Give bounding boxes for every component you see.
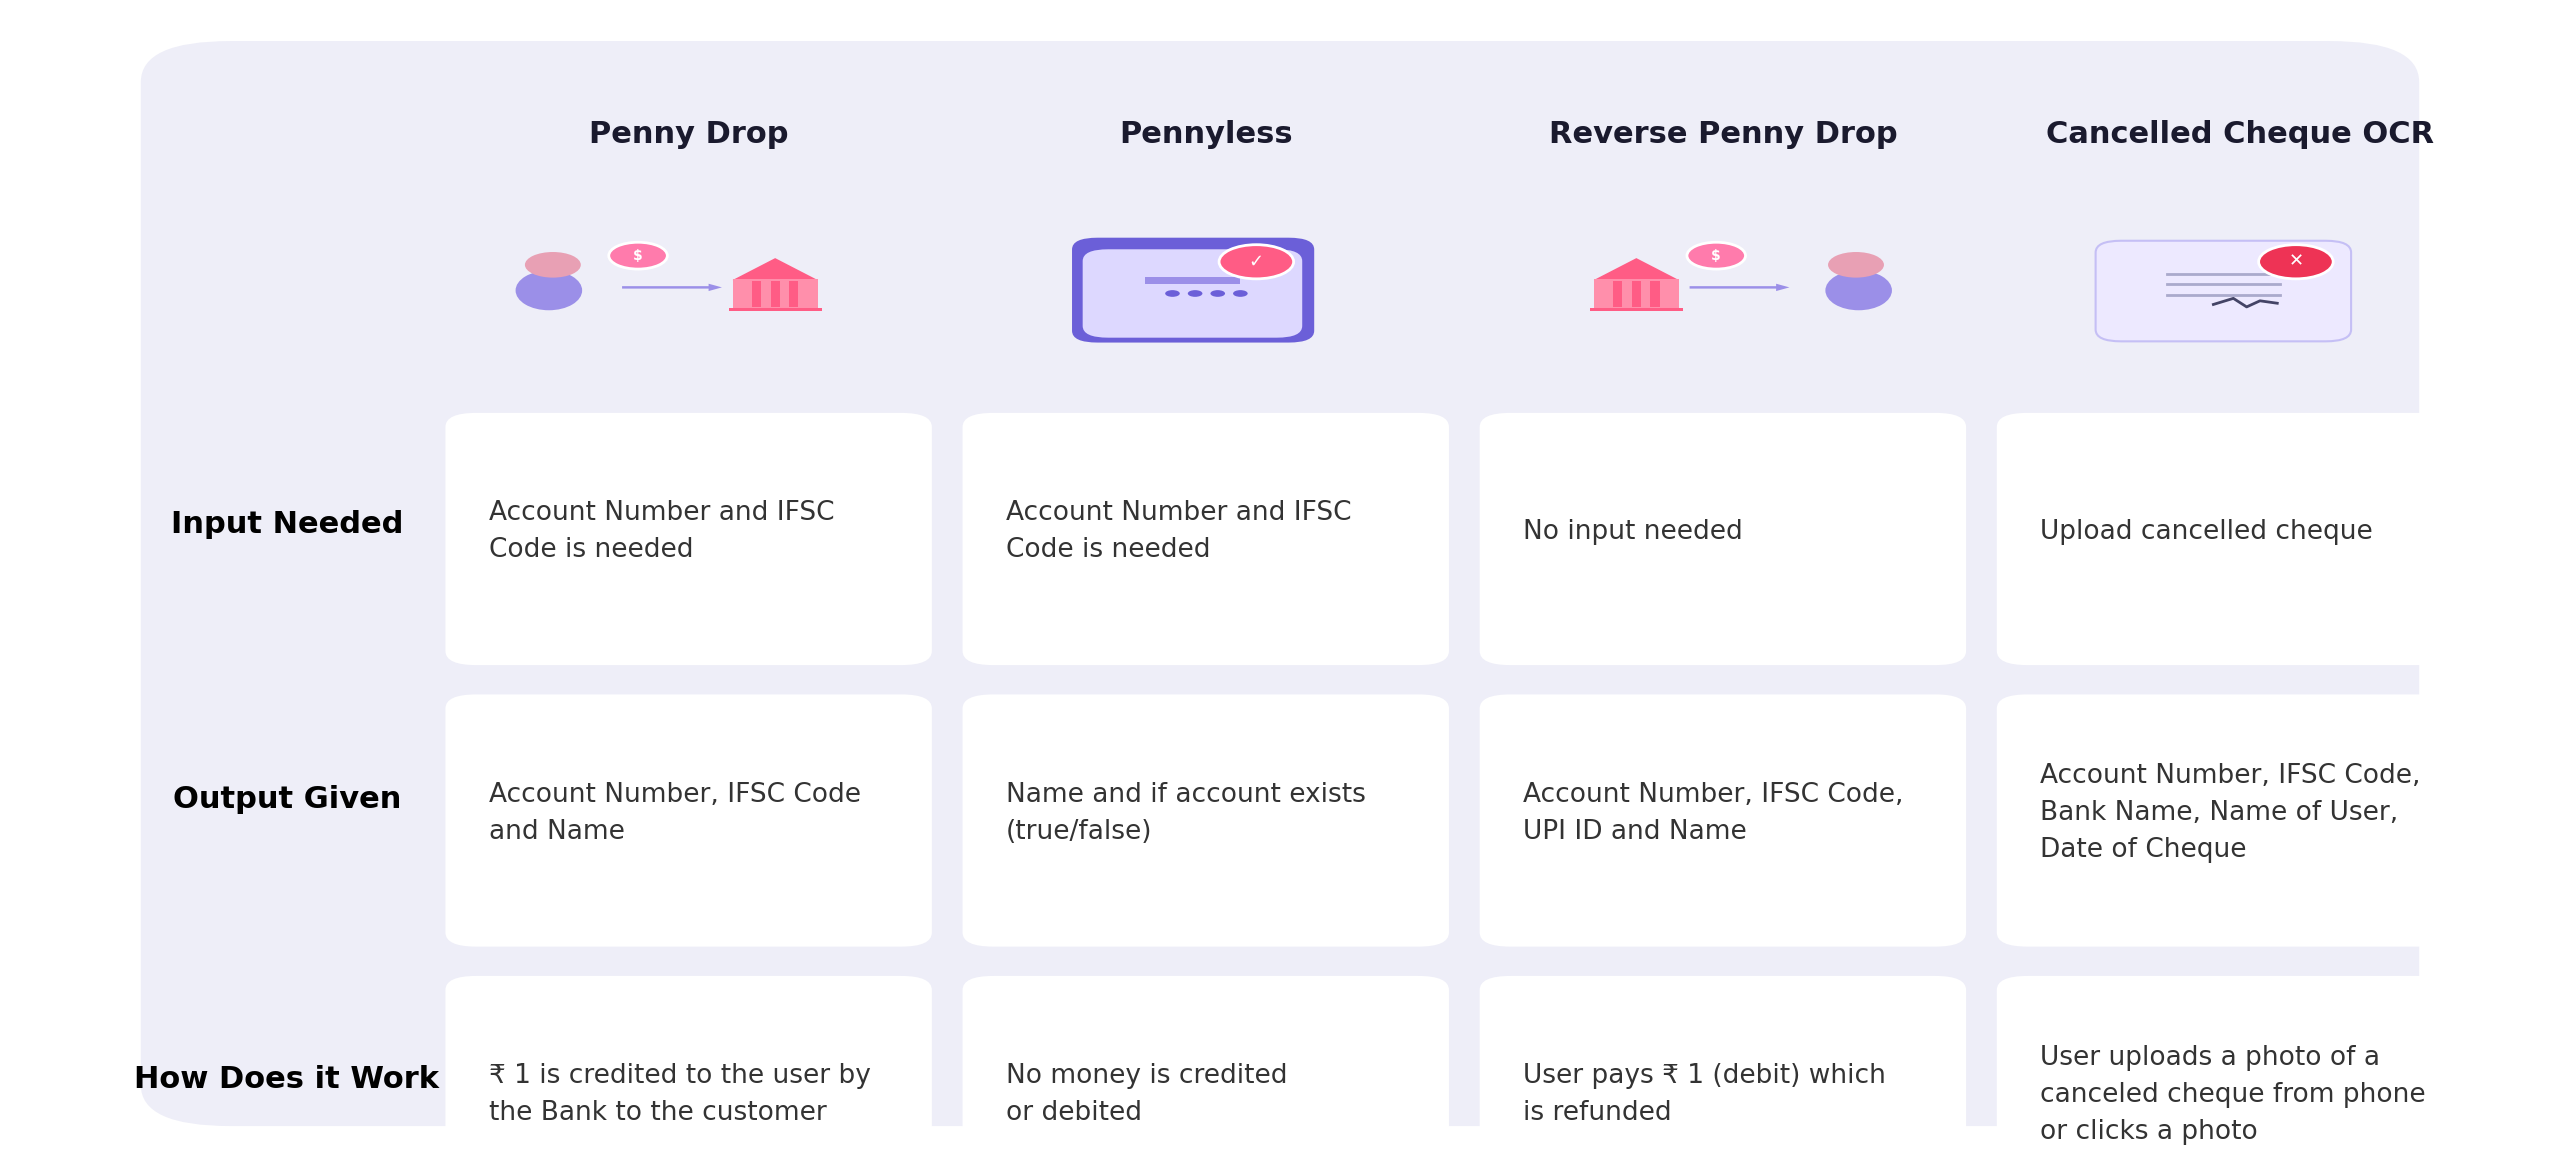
Text: ₹ 1 is credited to the user by
the Bank to the customer: ₹ 1 is credited to the user by the Bank …	[489, 1064, 870, 1126]
FancyBboxPatch shape	[963, 694, 1449, 947]
Text: Input Needed: Input Needed	[172, 510, 402, 538]
Circle shape	[1828, 252, 1884, 278]
Ellipse shape	[515, 271, 581, 311]
Text: $: $	[1710, 249, 1720, 263]
Bar	[732, 279, 817, 308]
FancyBboxPatch shape	[1480, 413, 1966, 665]
Text: User uploads a photo of a
canceled cheque from phone
or clicks a photo: User uploads a photo of a canceled chequ…	[2040, 1045, 2427, 1145]
Text: ✕: ✕	[2289, 252, 2304, 271]
Bar	[1595, 279, 1679, 308]
Bar	[1651, 282, 1659, 307]
Text: Upload cancelled cheque: Upload cancelled cheque	[2040, 518, 2373, 545]
FancyBboxPatch shape	[141, 41, 2419, 1126]
FancyBboxPatch shape	[1480, 694, 1966, 947]
Text: Account Number, IFSC Code
and Name: Account Number, IFSC Code and Name	[489, 782, 860, 845]
Text: Account Number, IFSC Code,
UPI ID and Name: Account Number, IFSC Code, UPI ID and Na…	[1523, 782, 1905, 845]
FancyBboxPatch shape	[1997, 694, 2483, 947]
Text: Output Given: Output Given	[172, 786, 402, 814]
Bar	[753, 282, 760, 307]
FancyBboxPatch shape	[1997, 976, 2483, 1173]
Circle shape	[1234, 290, 1247, 297]
FancyBboxPatch shape	[445, 976, 932, 1173]
FancyArrow shape	[1690, 284, 1789, 291]
Circle shape	[1211, 290, 1226, 297]
Bar	[1613, 282, 1623, 307]
Text: ✓: ✓	[1249, 252, 1265, 271]
Text: User pays ₹ 1 (debit) which
is refunded: User pays ₹ 1 (debit) which is refunded	[1523, 1064, 1887, 1126]
Bar	[771, 282, 781, 307]
FancyArrow shape	[622, 284, 722, 291]
Text: No money is credited
or debited: No money is credited or debited	[1006, 1064, 1288, 1126]
Text: Reverse Penny Drop: Reverse Penny Drop	[1549, 121, 1897, 149]
Bar	[1144, 277, 1242, 284]
Text: Account Number and IFSC
Code is needed: Account Number and IFSC Code is needed	[489, 501, 835, 563]
FancyBboxPatch shape	[1997, 413, 2483, 665]
Circle shape	[525, 252, 581, 278]
FancyBboxPatch shape	[1480, 976, 1966, 1173]
Text: No input needed: No input needed	[1523, 518, 1743, 545]
Bar	[1631, 282, 1641, 307]
Text: $: $	[632, 249, 643, 263]
Text: Account Number, IFSC Code,
Bank Name, Name of User,
Date of Cheque: Account Number, IFSC Code, Bank Name, Na…	[2040, 764, 2422, 863]
Circle shape	[1188, 290, 1203, 297]
FancyBboxPatch shape	[1073, 238, 1313, 343]
Bar	[788, 282, 799, 307]
FancyBboxPatch shape	[1083, 250, 1303, 338]
Polygon shape	[1595, 258, 1679, 280]
Circle shape	[609, 243, 668, 269]
Polygon shape	[732, 258, 817, 280]
Ellipse shape	[1825, 271, 1892, 311]
Circle shape	[1219, 245, 1293, 279]
Text: How Does it Work: How Does it Work	[133, 1065, 440, 1093]
Text: Account Number and IFSC
Code is needed: Account Number and IFSC Code is needed	[1006, 501, 1352, 563]
Bar	[1590, 307, 1682, 311]
Circle shape	[1165, 290, 1180, 297]
Text: Cancelled Cheque OCR: Cancelled Cheque OCR	[2045, 121, 2435, 149]
FancyBboxPatch shape	[2097, 240, 2350, 341]
FancyBboxPatch shape	[445, 694, 932, 947]
Text: Penny Drop: Penny Drop	[589, 121, 788, 149]
Circle shape	[2258, 245, 2332, 279]
FancyBboxPatch shape	[963, 976, 1449, 1173]
Circle shape	[1687, 243, 1746, 269]
Text: Pennyless: Pennyless	[1119, 121, 1293, 149]
FancyBboxPatch shape	[963, 413, 1449, 665]
Bar	[730, 307, 822, 311]
Text: Name and if account exists
(true/false): Name and if account exists (true/false)	[1006, 782, 1367, 845]
FancyBboxPatch shape	[445, 413, 932, 665]
